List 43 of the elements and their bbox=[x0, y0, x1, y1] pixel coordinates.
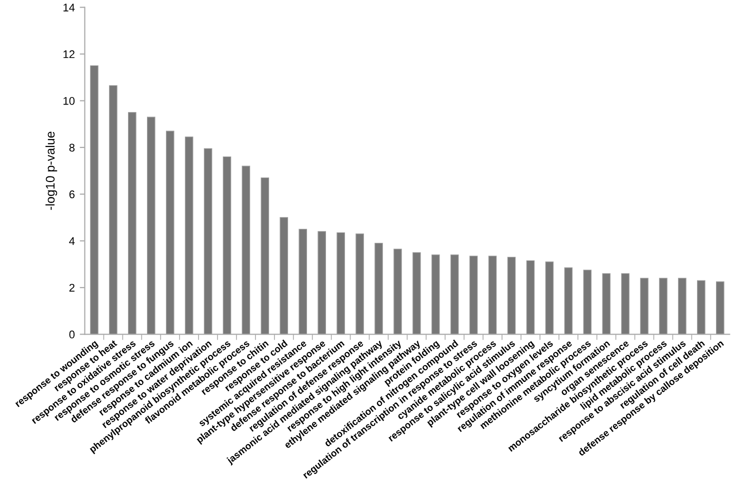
y-tick-label: 8 bbox=[69, 144, 75, 152]
bar bbox=[374, 242, 383, 334]
bar bbox=[488, 256, 497, 334]
bar bbox=[280, 217, 288, 334]
bar bbox=[109, 85, 118, 334]
y-tick-label: 14 bbox=[64, 4, 75, 12]
bar bbox=[621, 273, 630, 334]
bar bbox=[412, 252, 421, 334]
bar bbox=[222, 156, 232, 334]
y-tick-label: 0 bbox=[69, 330, 75, 338]
bar bbox=[336, 232, 345, 334]
bar bbox=[184, 136, 194, 334]
bar bbox=[166, 130, 174, 334]
y-tick-label: 12 bbox=[64, 50, 74, 58]
bar bbox=[526, 260, 535, 334]
bar bbox=[450, 254, 459, 334]
y-tick-label: 2 bbox=[69, 284, 74, 292]
bar bbox=[697, 280, 706, 334]
bar bbox=[204, 148, 212, 334]
bar bbox=[298, 228, 308, 334]
bar bbox=[716, 281, 724, 334]
y-tick-label: 4 bbox=[69, 237, 75, 245]
bar bbox=[146, 116, 156, 334]
bar bbox=[260, 177, 270, 334]
y-tick-label: 6 bbox=[69, 190, 75, 198]
bar bbox=[128, 112, 136, 334]
bar bbox=[507, 256, 516, 334]
y-axis-title: -log10 p-value bbox=[45, 132, 58, 210]
bar bbox=[356, 234, 364, 334]
bar bbox=[659, 278, 668, 334]
bar bbox=[678, 278, 686, 334]
bar bbox=[394, 248, 402, 334]
bar bbox=[602, 273, 610, 334]
bar bbox=[545, 262, 554, 334]
bar bbox=[432, 254, 440, 334]
bar bbox=[90, 65, 98, 334]
bar bbox=[318, 231, 326, 334]
bar bbox=[583, 270, 592, 334]
bar bbox=[640, 278, 648, 334]
bar bbox=[564, 267, 573, 334]
bar bbox=[469, 256, 478, 334]
y-tick-label: 10 bbox=[64, 97, 75, 105]
bar bbox=[242, 166, 250, 334]
